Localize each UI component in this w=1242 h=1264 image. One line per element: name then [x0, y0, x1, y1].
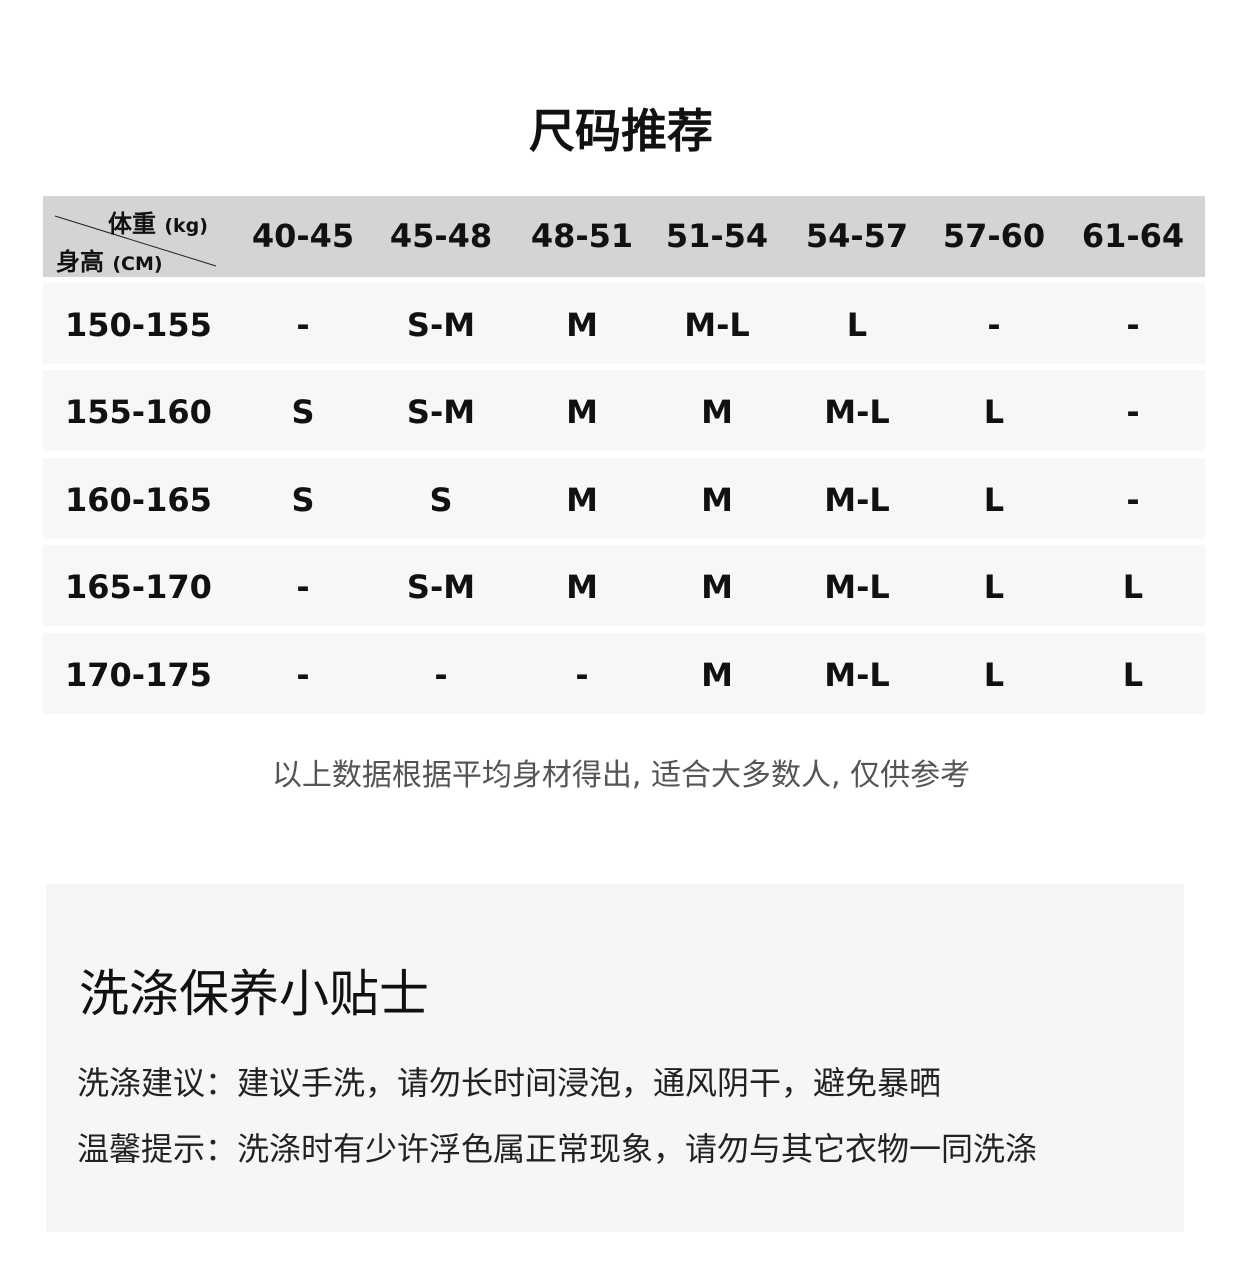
table-header: 体重 (kg) 身高 (CM) 40-45 45-48 48-51 51-54 54-5…	[43, 196, 1205, 277]
size-cell: S	[291, 393, 315, 431]
table-row: 170-175 - - - M M-L L L	[43, 633, 1205, 714]
size-cell: -	[434, 656, 448, 694]
page-title: 尺码推荐	[529, 104, 713, 158]
disclaimer-note: 以上数据根据平均身材得出, 适合大多数人, 仅供参考	[271, 758, 971, 793]
size-cell: -	[1126, 393, 1140, 431]
table-row: 150-155 - S-M M M-L L - -	[43, 283, 1205, 364]
size-cell: M	[701, 393, 733, 431]
size-cell: L	[846, 306, 868, 344]
size-cell: S-M	[406, 568, 476, 606]
size-cell: L	[983, 481, 1005, 519]
washing-advice: 洗涤建议：建议手洗，请勿长时间浸泡，通风阴干，避免暴晒	[77, 1064, 942, 1102]
table-row: 165-170 - S-M M M M-L L L	[43, 545, 1205, 626]
warm-tip: 温馨提示：洗涤时有少许浮色属正常现象，请勿与其它衣物一同洗涤	[77, 1130, 1038, 1168]
size-cell: -	[296, 568, 310, 606]
height-range: 155-160	[65, 393, 212, 431]
size-cell: -	[987, 306, 1001, 344]
size-cell: -	[575, 656, 589, 694]
size-cell: M	[701, 481, 733, 519]
size-cell: L	[1122, 656, 1144, 694]
diagonal-divider	[54, 215, 217, 267]
care-title: 洗涤保养小贴士	[79, 965, 429, 1023]
size-cell: S	[429, 481, 453, 519]
size-cell: M	[701, 656, 733, 694]
table-row: 155-160 S S-M M M M-L L -	[43, 370, 1205, 451]
height-header: 身高 (CM)	[56, 248, 163, 276]
size-cell: S-M	[406, 393, 476, 431]
size-cell: S	[291, 481, 315, 519]
weight-header: 体重 (kg)	[108, 210, 208, 238]
size-cell: L	[983, 568, 1005, 606]
height-range: 160-165	[65, 481, 212, 519]
size-cell: L	[1122, 568, 1144, 606]
weight-column-header: 54-57	[805, 217, 909, 255]
size-cell: M	[701, 568, 733, 606]
size-cell: S-M	[406, 306, 476, 344]
size-cell: -	[296, 656, 310, 694]
care-tips-panel: 洗涤保养小贴士 洗涤建议：建议手洗，请勿长时间浸泡，通风阴干，避免暴晒 温馨提示…	[46, 884, 1184, 1232]
weight-column-header: 45-48	[389, 217, 493, 255]
size-cell: M	[566, 568, 598, 606]
size-cell: M-L	[824, 568, 890, 606]
size-cell: M	[566, 306, 598, 344]
size-cell: -	[1126, 306, 1140, 344]
size-cell: M	[566, 393, 598, 431]
table-row: 160-165 S S M M M-L L -	[43, 458, 1205, 539]
size-cell: L	[983, 656, 1005, 694]
height-range: 170-175	[65, 656, 212, 694]
size-cell: L	[983, 393, 1005, 431]
size-cell: M-L	[824, 393, 890, 431]
size-cell: M-L	[684, 306, 750, 344]
height-range: 165-170	[65, 568, 212, 606]
size-cell: M-L	[824, 656, 890, 694]
height-range: 150-155	[65, 306, 212, 344]
weight-column-header: 40-45	[251, 217, 355, 255]
size-cell: M	[566, 481, 598, 519]
weight-column-header: 48-51	[530, 217, 634, 255]
weight-column-header: 57-60	[942, 217, 1046, 255]
weight-column-header: 61-64	[1081, 217, 1185, 255]
size-cell: -	[1126, 481, 1140, 519]
size-cell: M-L	[824, 481, 890, 519]
weight-column-header: 51-54	[665, 217, 769, 255]
size-cell: -	[296, 306, 310, 344]
